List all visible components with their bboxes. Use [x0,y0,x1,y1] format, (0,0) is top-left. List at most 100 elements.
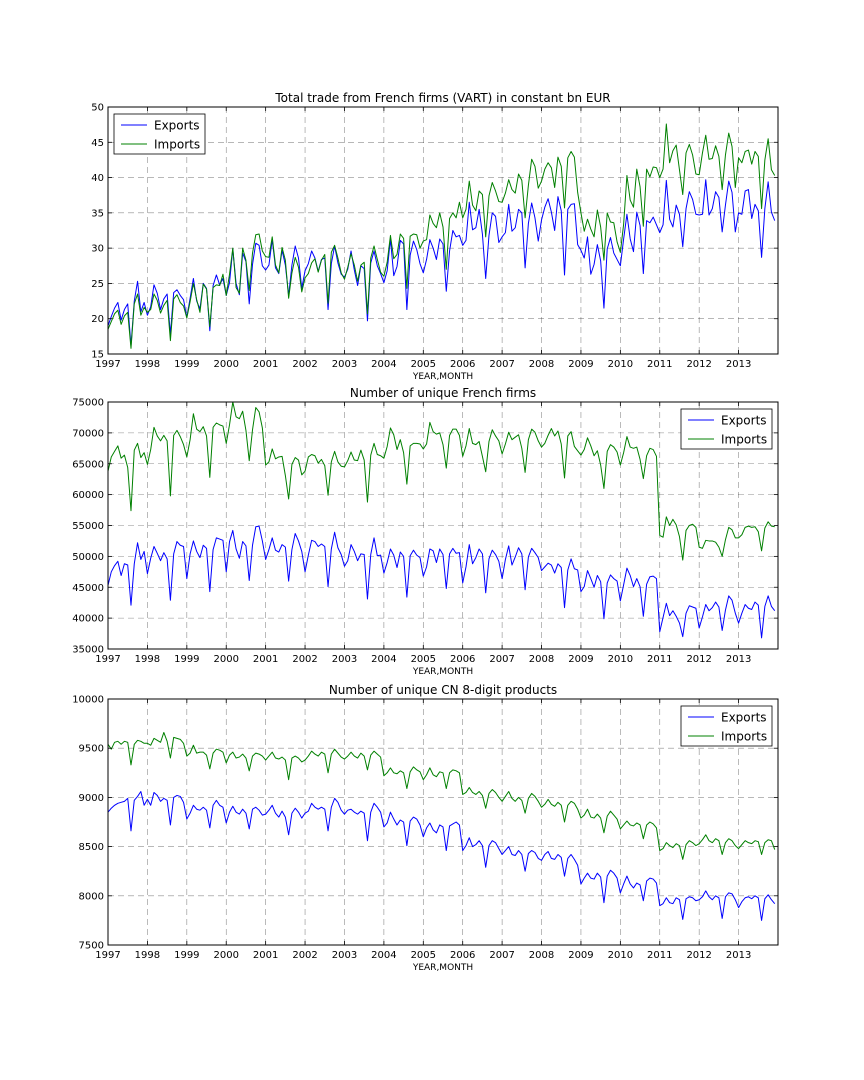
x-tick-label: 2003 [332,654,357,665]
y-tick-label: 9000 [79,793,104,804]
x-tick-label: 2013 [726,950,751,961]
series-line-imports [107,123,776,349]
x-tick-label: 2010 [608,359,633,370]
y-tick-label: 10000 [72,695,104,706]
x-tick-label: 2012 [686,359,711,370]
x-tick-label: 2002 [292,654,317,665]
y-tick-label: 45000 [72,583,104,594]
chart-3: Number of unique CN 8-digit products 1997… [72,683,779,973]
x-tick-label: 1998 [135,950,160,961]
y-tick-label: 25 [91,279,104,290]
x-tick-label: 2003 [332,359,357,370]
chart-title: Number of unique French firms [350,386,536,400]
x-tick-label: 2007 [489,654,514,665]
x-tick-label: 1998 [135,654,160,665]
x-tick-label: 2006 [450,359,475,370]
x-tick-label: 1997 [95,359,120,370]
series-line-exports [107,525,776,639]
series-line-exports [107,179,776,347]
x-tick-label: 2008 [529,359,554,370]
y-tick-label: 40 [91,173,104,184]
x-tick-label: 2011 [647,654,672,665]
x-tick-label: 2010 [608,950,633,961]
x-tick-label: 2012 [686,950,711,961]
x-tick-label: 2000 [214,950,239,961]
x-tick-label: 2005 [411,654,436,665]
y-tick-label: 40000 [72,614,104,625]
x-tick-label: 2001 [253,654,278,665]
x-tick-label: 2013 [726,654,751,665]
x-tick-label: 1999 [174,654,199,665]
chart-2: Number of unique French firms 1997 1998 199… [72,386,779,677]
y-tick-label: 55000 [72,521,104,532]
x-tick-label: 2013 [726,359,751,370]
axes-frame [107,106,779,355]
x-tick-label: 1998 [135,359,160,370]
y-tick-label: 50 [91,103,104,114]
x-tick-label: 2009 [568,950,593,961]
chart-1: Total trade from French firms (VART) in … [91,91,779,382]
x-tick-label: 2010 [608,654,633,665]
x-axis-label: YEAR,MONTH [412,372,473,382]
y-tick-label: 15 [91,350,104,361]
chart-title: Total trade from French firms (VART) in … [274,91,610,105]
series-line-imports [107,401,775,561]
legend-label-exports: Exports [721,414,767,428]
y-tick-label: 45 [91,138,104,149]
x-tick-label: 1997 [95,654,120,665]
x-tick-label: 2008 [529,654,554,665]
legend-label-imports: Imports [721,730,767,744]
y-tick-label: 35 [91,208,104,219]
x-axis-label: YEAR,MONTH [412,667,473,677]
legend: Exports Imports [680,705,773,747]
legend-box [680,705,773,747]
legend-label-exports: Exports [721,711,767,725]
x-tick-label: 2005 [411,950,436,961]
legend-label-imports: Imports [721,433,767,447]
x-tick-label: 2008 [529,950,554,961]
legend-box [680,408,773,450]
x-tick-label: 2000 [214,654,239,665]
x-tick-label: 2011 [647,359,672,370]
x-tick-label: 2005 [411,359,436,370]
x-tick-label: 2012 [686,654,711,665]
y-tick-label: 30 [91,244,104,255]
x-tick-label: 1999 [174,950,199,961]
legend: Exports Imports [113,113,206,155]
x-tick-label: 2004 [371,950,396,961]
y-tick-label: 20 [91,314,104,325]
x-tick-label: 2000 [214,359,239,370]
x-tick-label: 2006 [450,950,475,961]
chart-title: Number of unique CN 8-digit products [329,683,557,697]
y-tick-label: 65000 [72,459,104,470]
x-tick-label: 2011 [647,950,672,961]
x-tick-label: 2006 [450,654,475,665]
x-tick-label: 2009 [568,359,593,370]
x-tick-label: 2007 [489,950,514,961]
series-line-exports [107,791,776,921]
x-tick-label: 2002 [292,950,317,961]
series-line-imports [107,731,776,860]
x-tick-label: 2001 [253,359,278,370]
x-tick-label: 2004 [371,654,396,665]
x-tick-label: 1999 [174,359,199,370]
y-tick-label: 8000 [79,891,104,902]
y-tick-label: 50000 [72,552,104,563]
legend: Exports Imports [680,408,773,450]
y-tick-label: 9500 [79,744,104,755]
axes-frame [107,698,779,946]
x-tick-label: 2007 [489,359,514,370]
y-tick-label: 8500 [79,842,104,853]
x-axis-label: YEAR,MONTH [412,963,473,973]
x-tick-label: 2004 [371,359,396,370]
y-tick-label: 70000 [72,428,104,439]
x-tick-label: 2001 [253,950,278,961]
x-tick-label: 1997 [95,950,120,961]
y-tick-label: 75000 [72,398,104,409]
x-tick-label: 2002 [292,359,317,370]
legend-box [113,113,206,155]
legend-label-exports: Exports [154,119,200,133]
y-tick-label: 60000 [72,490,104,501]
y-tick-label: 35000 [72,645,104,656]
